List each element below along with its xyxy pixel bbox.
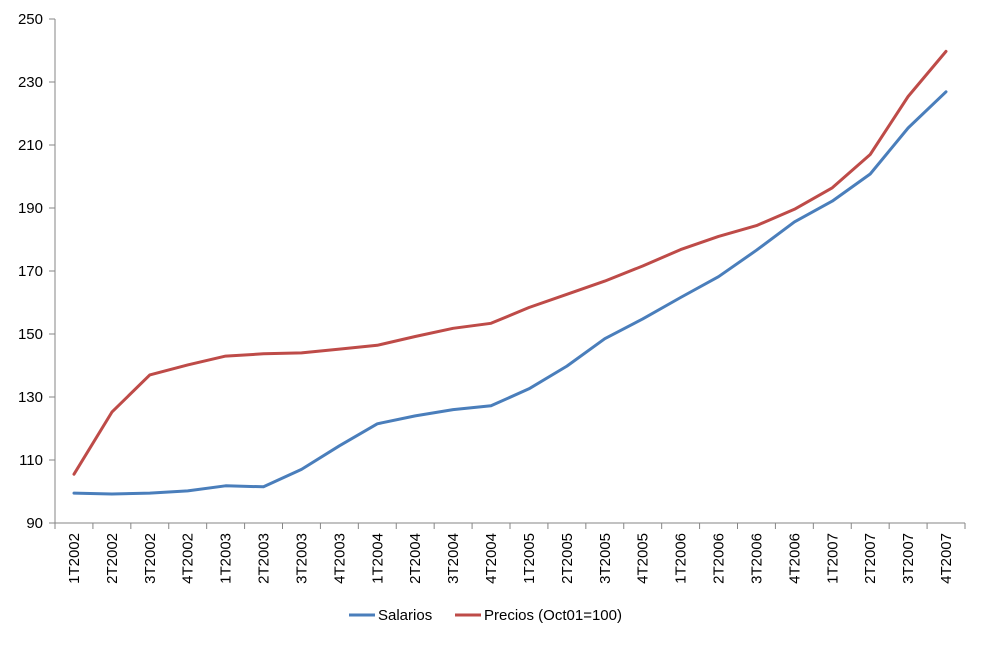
x-tick-label: 1T2007 <box>824 533 841 584</box>
x-tick-label: 1T2006 <box>673 533 690 584</box>
x-tick-label: 1T2003 <box>218 533 235 584</box>
x-axis-ticks: 1T2002 2T2002 3T2002 4T2002 1T2003 2T2003 3T20… <box>55 523 965 584</box>
x-tick-label: 2T2002 <box>104 533 121 584</box>
y-tick-label: 190 <box>18 200 43 217</box>
y-tick-label: 130 <box>18 389 43 406</box>
y-tick-label: 110 <box>19 452 43 469</box>
x-tick-label: 3T2007 <box>900 533 917 584</box>
y-tick-label: 230 <box>18 74 43 91</box>
y-tick-label: 250 <box>18 11 43 28</box>
x-tick-label: 2T2007 <box>862 533 879 584</box>
x-tick-label: 2T2003 <box>256 533 273 584</box>
y-axis-ticks: 90 110 130 150 170 190 210 230 250 <box>18 11 55 532</box>
x-tick-label: 3T2005 <box>597 533 614 584</box>
x-tick-label: 1T2004 <box>369 533 386 584</box>
x-tick-label: 2T2006 <box>711 533 728 584</box>
x-tick-label: 4T2002 <box>180 533 197 584</box>
x-tick-label: 4T2005 <box>635 533 652 584</box>
legend-label: Salarios <box>378 607 432 624</box>
x-tick-label: 1T2005 <box>521 533 538 584</box>
x-tick-label: 4T2007 <box>938 533 955 584</box>
series-line-salarios <box>74 92 946 494</box>
x-tick-label: 3T2003 <box>293 533 310 584</box>
x-tick-label: 2T2005 <box>559 533 576 584</box>
x-tick-label: 4T2003 <box>331 533 348 584</box>
y-tick-label: 170 <box>18 263 43 280</box>
chart-axes <box>55 19 965 523</box>
x-tick-label: 3T2006 <box>748 533 765 584</box>
legend-label: Precios (Oct01=100) <box>484 607 622 624</box>
chart-legend: Salarios Precios (Oct01=100) <box>349 607 622 624</box>
y-tick-label: 210 <box>18 137 43 154</box>
series-line-precios <box>74 51 946 474</box>
x-tick-label: 2T2004 <box>407 533 424 584</box>
x-tick-label: 3T2004 <box>445 533 462 584</box>
x-tick-label: 1T2002 <box>66 533 83 584</box>
x-tick-label: 3T2002 <box>142 533 159 584</box>
y-tick-label: 90 <box>26 515 43 532</box>
y-tick-label: 150 <box>18 326 43 343</box>
x-tick-label: 4T2004 <box>483 533 500 584</box>
x-tick-label: 4T2006 <box>786 533 803 584</box>
series-lines <box>74 51 946 494</box>
